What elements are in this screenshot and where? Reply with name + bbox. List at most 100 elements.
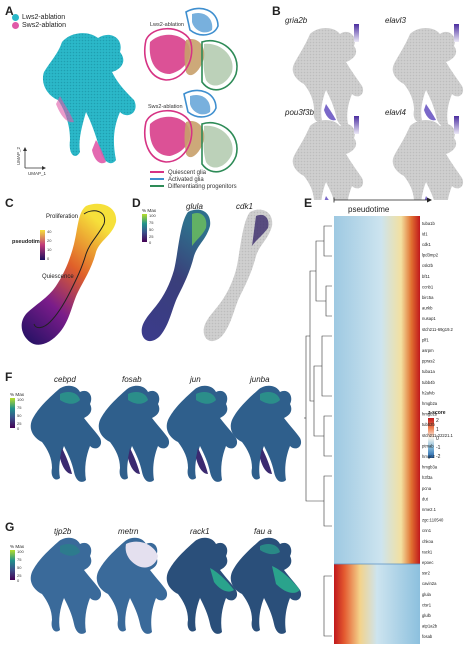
e-gene-label: tuba1a [422,369,435,374]
legend-sws2-label: Sws2-ablation [22,22,66,29]
panel-a-legend: Lws2-ablation Sws2-ablation [12,14,66,29]
panel-g-letter: G [5,520,15,534]
e-gene-label: dut [422,496,429,501]
c-quiescence: Quiescence [42,274,74,280]
e-gene-label: bf11 [422,274,431,279]
sub-label-lws2: Lws2-ablation [150,22,184,28]
e-gene-label: csk2b [422,263,434,268]
gene-d-1: glula [186,202,203,211]
e-gene-label: ccnb1 [422,284,434,289]
e-gene-label: stch211-69g19.2 [422,327,454,332]
e-gene-label: glula [422,592,432,597]
panel-c-pseudotime: Proliferation pseudotime 40 20 10 0 Quie… [12,203,117,345]
d-scale-1: 75 [149,220,154,225]
sub-label-sws2: Sws2-ablation [148,104,183,110]
gene-g-1: tjp2b [54,527,72,536]
e-gene-label: pcna [422,486,432,491]
panel-e-heatmap: z-score 2 1 0 -1 -2 tuba1b id1 cdk1 lpd3mp2… [304,197,454,644]
panel-e-letter: E [304,196,313,210]
legend-sws2: Sws2-ablation [12,22,66,29]
d-scale-3: 25 [149,234,154,239]
e-gene-label: ptmab [422,443,434,448]
gene-b-2: elavl3 [385,16,406,25]
e-z-0: 2 [436,418,439,424]
gene-f-1: cebpd [54,375,76,384]
panel-f-letter: F [5,370,13,384]
g-scale-3: 25 [17,573,22,578]
f-scale-0: 100 [17,397,24,402]
g-scale-1: 75 [17,557,22,562]
f-scale-2: 50 [17,413,22,418]
gene-g-4: fau a [254,527,272,536]
e-gene-label: tubb4b [422,380,435,385]
panel-d-umaps: 100 75 50 25 0 [141,209,273,342]
c-proliferation: Proliferation [46,214,78,220]
e-gene-label: chkoa [422,539,434,544]
f-scale-4: 0 [17,426,20,431]
cluster-differentiating: Differentiating progenitors [168,184,237,190]
e-gene-label: ppras2 [422,359,435,364]
g-scale-title: % Max [10,544,25,549]
e-gene-labels: tuba1b id1 cdk1 lpd3mp2 csk2b bf11 ccnb1 birc5a… [422,221,454,639]
e-gene-label: h2afvb [422,390,435,395]
e-gene-label: atp1a2b [422,624,438,629]
e-gene-label: glulb [422,613,432,618]
d-scale-2: 50 [149,227,154,232]
e-gene-label: h3f3a [422,475,433,480]
umap-sws2-overlay-2 [56,96,74,123]
e-dendrogram [304,225,332,637]
panel-d-letter: D [132,196,141,210]
g-scale-2: 50 [17,565,22,570]
e-gene-label: nme2.1 [422,507,437,512]
gene-f-2: fosab [122,375,142,384]
e-gene-label: tuba1b [422,221,435,226]
lws2-subplot [144,7,238,91]
panel-b-letter: B [272,4,281,18]
e-zscore-title: z-score [428,410,446,416]
f-scale-1: 75 [17,405,22,410]
f-scale-3: 25 [17,421,22,426]
legend-lws2-label: Lws2-ablation [22,14,66,21]
e-gene-label: zgc:110540 [422,518,444,523]
g-scale-4: 0 [17,578,20,583]
umap-combined-shape [42,33,136,164]
f-scale-title: % Max [10,392,25,397]
e-gene-label: id1 [422,231,428,236]
gene-b-1: gria2b [285,16,308,25]
e-gene-label: hmgb3a [422,465,438,470]
e-gene-label: asrpm [422,348,434,353]
e-gene-label: lpd3mp2 [422,253,439,258]
g-scale-0: 100 [17,549,24,554]
sws2-subplot [144,89,238,173]
e-z-3: -1 [436,445,441,451]
c-pseudotime-title: pseudotime [12,239,43,245]
gene-f-4: junba [250,375,270,384]
panel-b-umaps [292,24,464,200]
e-gene-label: ctsr1 [422,602,432,607]
e-gene-label: ssr2 [422,571,431,576]
lws2-dot-icon [12,14,19,21]
e-gene-label: fosab [422,634,433,639]
gene-g-2: metrn [118,527,139,536]
e-z-2: 0 [436,436,439,442]
e-gene-label: cavin2a [422,581,437,586]
e-gene-label: cdk1 [422,242,432,247]
e-z-4: -2 [436,454,441,460]
d-scale-title: % Max [142,208,157,213]
e-pseudotime-label: pseudotime [348,205,390,214]
e-gene-label: tubb2b [422,422,435,427]
gene-b-3: pou3f3b [285,108,314,117]
e-z-1: 1 [436,427,439,433]
e-gene-label: cnn1 [422,528,432,533]
gene-g-3: rack1 [190,527,210,536]
e-gene-label: stch211-22221.1 [422,433,454,438]
e-gene-label: birc5a [422,295,434,300]
legend-lws2: Lws2-ablation [12,14,66,21]
e-gene-label: nusap1 [422,316,436,321]
c-scale-0: 40 [47,229,52,234]
e-gene-label: aurkb [422,306,433,311]
panel-a-umap: UMAP_1 UMAP_2 Lws2-ablation Sws2-ablatio… [16,7,238,190]
panel-f-umaps: 100 75 50 25 0 [10,385,302,482]
e-gene-label: hmgb2b [422,412,438,417]
c-scale-3: 0 [47,256,50,261]
